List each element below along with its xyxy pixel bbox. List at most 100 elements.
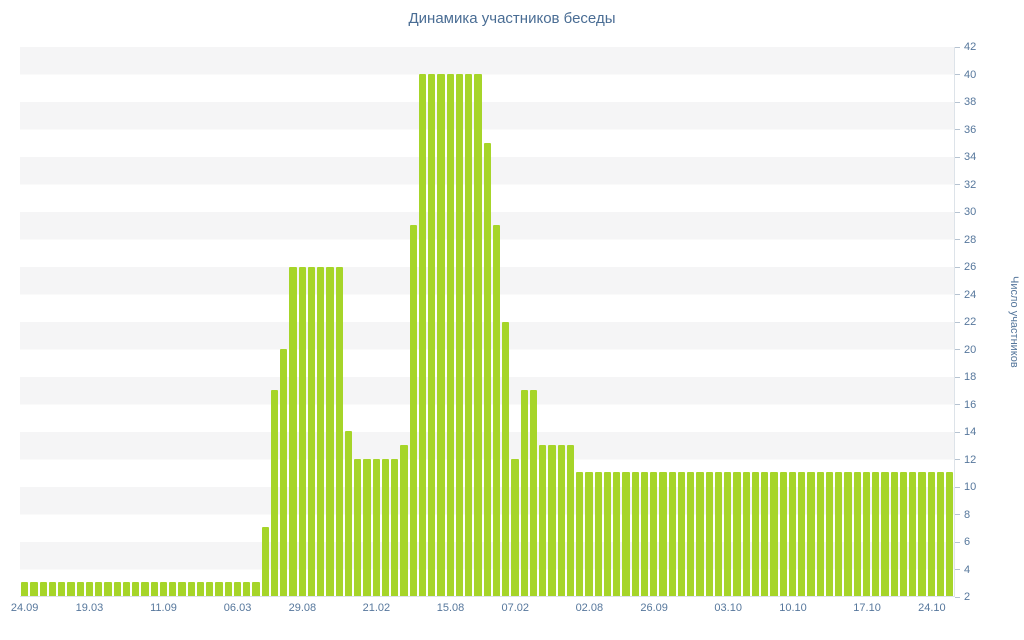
- bar[interactable]: [529, 390, 537, 596]
- bar[interactable]: [159, 582, 167, 596]
- bar[interactable]: [816, 472, 824, 596]
- bar[interactable]: [853, 472, 861, 596]
- bar[interactable]: [622, 472, 630, 596]
- bar[interactable]: [603, 472, 611, 596]
- bar[interactable]: [927, 472, 935, 596]
- bar[interactable]: [30, 582, 38, 596]
- bar[interactable]: [428, 74, 436, 596]
- bar[interactable]: [631, 472, 639, 596]
- bar[interactable]: [511, 458, 519, 596]
- bar[interactable]: [437, 74, 445, 596]
- bar[interactable]: [270, 390, 278, 596]
- bar[interactable]: [455, 74, 463, 596]
- bar[interactable]: [474, 74, 482, 596]
- bar[interactable]: [224, 582, 232, 596]
- bar[interactable]: [372, 458, 380, 596]
- bar[interactable]: [899, 472, 907, 596]
- bar[interactable]: [862, 472, 870, 596]
- bar[interactable]: [705, 472, 713, 596]
- bar[interactable]: [85, 582, 93, 596]
- bar[interactable]: [807, 472, 815, 596]
- bar[interactable]: [483, 143, 491, 596]
- bar[interactable]: [150, 582, 158, 596]
- bar[interactable]: [317, 266, 325, 596]
- bar[interactable]: [835, 472, 843, 596]
- bar[interactable]: [548, 445, 556, 596]
- bar[interactable]: [825, 472, 833, 596]
- bar[interactable]: [381, 458, 389, 596]
- bar[interactable]: [280, 348, 288, 596]
- bar[interactable]: [76, 582, 84, 596]
- bar[interactable]: [779, 472, 787, 596]
- bar[interactable]: [520, 390, 528, 596]
- bar[interactable]: [585, 472, 593, 596]
- bar[interactable]: [233, 582, 241, 596]
- bar[interactable]: [770, 472, 778, 596]
- bar[interactable]: [335, 266, 343, 596]
- bar[interactable]: [576, 472, 584, 596]
- bar[interactable]: [650, 472, 658, 596]
- bar[interactable]: [872, 472, 880, 596]
- bar[interactable]: [169, 582, 177, 596]
- bar[interactable]: [742, 472, 750, 596]
- bar[interactable]: [909, 472, 917, 596]
- bar[interactable]: [58, 582, 66, 596]
- bar[interactable]: [354, 458, 362, 596]
- bar[interactable]: [751, 472, 759, 596]
- bar[interactable]: [418, 74, 426, 596]
- bar[interactable]: [363, 458, 371, 596]
- bar[interactable]: [659, 472, 667, 596]
- bar[interactable]: [344, 431, 352, 596]
- bar[interactable]: [714, 472, 722, 596]
- bar[interactable]: [668, 472, 676, 596]
- bar[interactable]: [946, 472, 954, 596]
- bar[interactable]: [104, 582, 112, 596]
- bar[interactable]: [141, 582, 149, 596]
- bar[interactable]: [918, 472, 926, 596]
- bar[interactable]: [446, 74, 454, 596]
- bar[interactable]: [761, 472, 769, 596]
- bar[interactable]: [594, 472, 602, 596]
- bar[interactable]: [881, 472, 889, 596]
- bar[interactable]: [326, 266, 334, 596]
- bar[interactable]: [298, 266, 306, 596]
- bar[interactable]: [307, 266, 315, 596]
- bar[interactable]: [391, 458, 399, 596]
- bar[interactable]: [289, 266, 297, 596]
- bar[interactable]: [48, 582, 56, 596]
- bar[interactable]: [400, 445, 408, 596]
- bar[interactable]: [613, 472, 621, 596]
- bar[interactable]: [557, 445, 565, 596]
- bar[interactable]: [733, 472, 741, 596]
- bar[interactable]: [502, 321, 510, 596]
- bar[interactable]: [243, 582, 251, 596]
- bar[interactable]: [261, 527, 269, 596]
- bar[interactable]: [936, 472, 944, 596]
- bar[interactable]: [95, 582, 103, 596]
- bar[interactable]: [21, 582, 29, 596]
- bar[interactable]: [178, 582, 186, 596]
- bar[interactable]: [566, 445, 574, 596]
- bar[interactable]: [252, 582, 260, 596]
- bar[interactable]: [687, 472, 695, 596]
- bar[interactable]: [39, 582, 47, 596]
- bar[interactable]: [113, 582, 121, 596]
- bar[interactable]: [206, 582, 214, 596]
- bar[interactable]: [677, 472, 685, 596]
- bar[interactable]: [798, 472, 806, 596]
- bar[interactable]: [132, 582, 140, 596]
- bar[interactable]: [409, 225, 417, 596]
- bar[interactable]: [187, 582, 195, 596]
- bar[interactable]: [465, 74, 473, 596]
- bar[interactable]: [844, 472, 852, 596]
- bar[interactable]: [539, 445, 547, 596]
- bar[interactable]: [696, 472, 704, 596]
- bar[interactable]: [788, 472, 796, 596]
- bar[interactable]: [724, 472, 732, 596]
- bar[interactable]: [215, 582, 223, 596]
- bar[interactable]: [122, 582, 130, 596]
- bar[interactable]: [492, 225, 500, 596]
- bar[interactable]: [196, 582, 204, 596]
- bar[interactable]: [640, 472, 648, 596]
- bar[interactable]: [67, 582, 75, 596]
